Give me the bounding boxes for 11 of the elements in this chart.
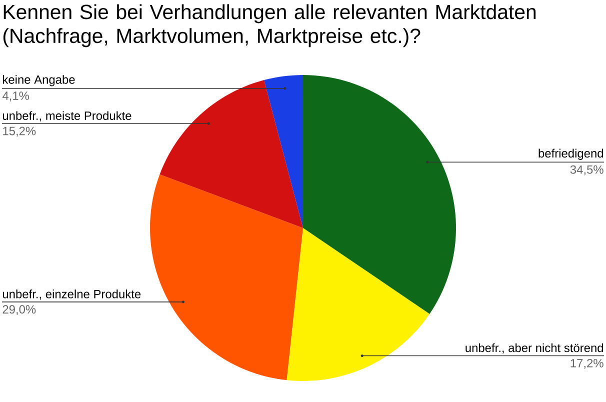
data-label: 34,5% bbox=[570, 165, 604, 176]
slice-label: unbefr., einzelne Produkte bbox=[2, 290, 141, 300]
chart-title: Kennen Sie bei Verhandlungen alle relevanten Marktdaten (Nachfrage, Marktvolumen, Marktpreise etc.)? bbox=[3, 4, 536, 48]
data-label: 29,0% bbox=[2, 305, 36, 315]
data-label: 17,2% bbox=[570, 358, 604, 369]
data-label: 15,2% bbox=[3, 126, 36, 137]
slice-label: unbefr., aber nicht störend bbox=[466, 343, 604, 354]
data-label: 4,1% bbox=[2, 92, 30, 102]
slice-label: unbefr., meiste Produkte bbox=[2, 111, 132, 122]
slice-label: befriedigend bbox=[538, 148, 604, 160]
slice-label: keine Angabe bbox=[3, 75, 75, 86]
